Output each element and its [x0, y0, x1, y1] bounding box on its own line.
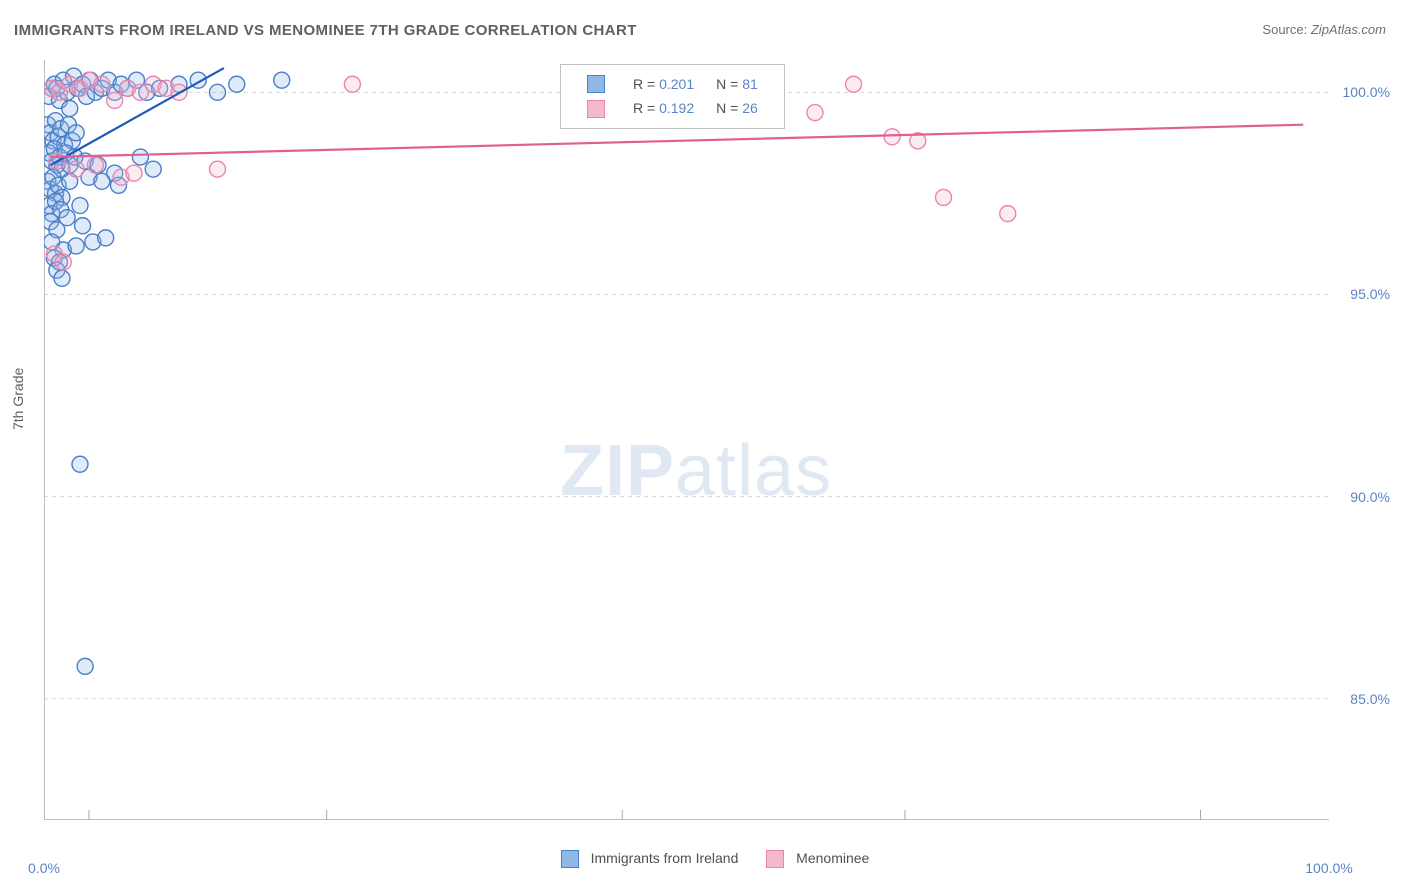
y-tick-label: 95.0% — [1350, 286, 1390, 302]
n-label: N = — [716, 100, 738, 116]
stats-row-series1: R = 0.201 N = 81 — [577, 73, 768, 95]
legend-swatch-series1 — [561, 850, 579, 868]
n-value-series1: 81 — [742, 76, 758, 92]
n-value-series2: 26 — [742, 100, 758, 116]
x-tick-label: 0.0% — [28, 860, 60, 876]
legend-label-series2: Menominee — [796, 850, 869, 866]
y-tick-label: 100.0% — [1343, 84, 1390, 100]
swatch-series1 — [587, 75, 605, 93]
y-axis-label: 7th Grade — [10, 368, 26, 430]
legend-swatch-series2 — [766, 850, 784, 868]
r-value-series1: 0.201 — [659, 76, 694, 92]
r-label: R = — [633, 76, 655, 92]
source-label: Source: — [1262, 22, 1307, 37]
legend-label-series1: Immigrants from Ireland — [591, 850, 739, 866]
n-label: N = — [716, 76, 738, 92]
scatter-plot-area — [44, 60, 1329, 820]
y-tick-label: 90.0% — [1350, 489, 1390, 505]
swatch-series2 — [587, 100, 605, 118]
r-value-series2: 0.192 — [659, 100, 694, 116]
chart-title: IMMIGRANTS FROM IRELAND VS MENOMINEE 7TH… — [14, 22, 637, 39]
chart-svg — [44, 60, 1329, 820]
bottom-legend: Immigrants from Ireland Menominee — [0, 850, 1406, 868]
source-value: ZipAtlas.com — [1311, 22, 1386, 37]
x-tick-label: 100.0% — [1305, 860, 1352, 876]
source-attribution: Source: ZipAtlas.com — [1262, 22, 1386, 37]
correlation-stats-box: R = 0.201 N = 81 R = 0.192 N = 26 — [560, 64, 785, 129]
r-label: R = — [633, 100, 655, 116]
y-tick-label: 85.0% — [1350, 691, 1390, 707]
stats-row-series2: R = 0.192 N = 26 — [577, 97, 768, 119]
